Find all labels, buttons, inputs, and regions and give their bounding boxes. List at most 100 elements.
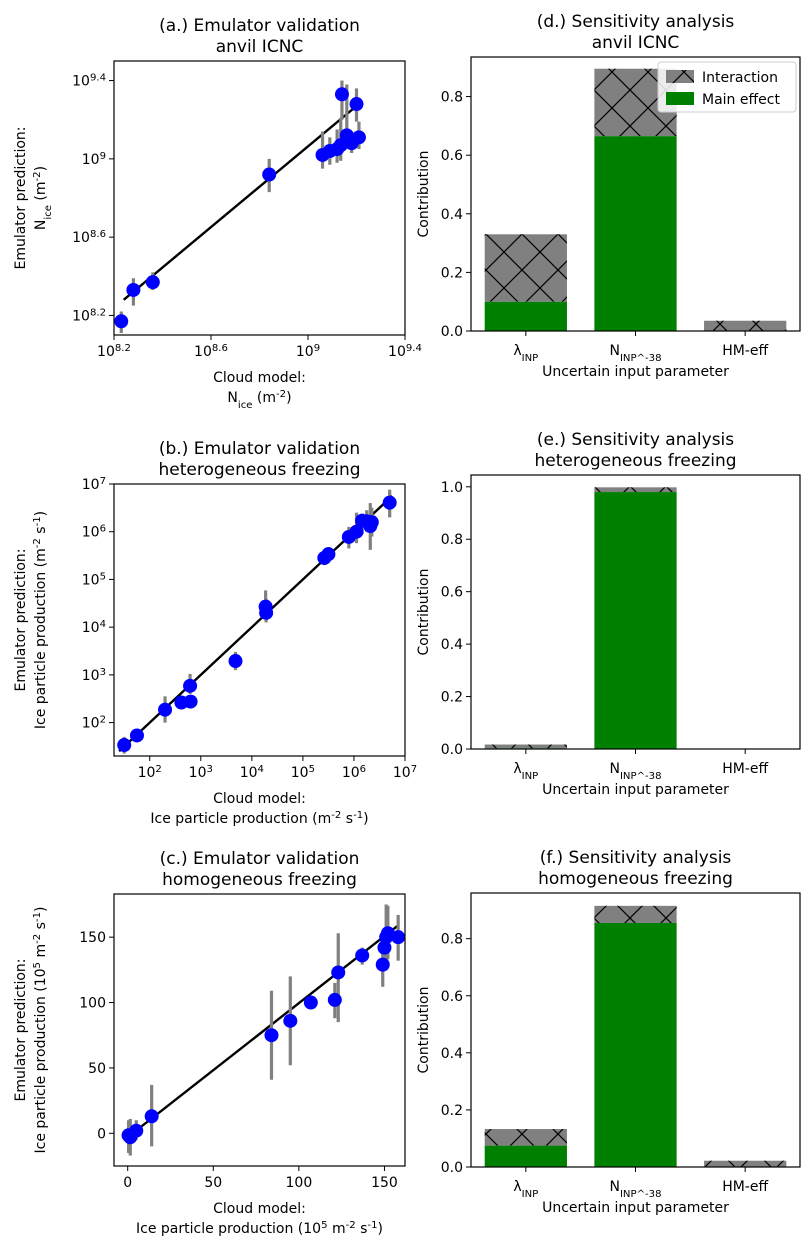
y-tick-label: 0.0	[441, 742, 463, 758]
data-point-10	[321, 547, 336, 562]
bar-interaction-hatch-1	[594, 905, 677, 923]
x-tick-label: 0	[123, 1175, 132, 1191]
x-tick-label: 109.4	[388, 343, 422, 361]
chart-title: (b.) Emulator validation	[159, 439, 360, 459]
fit-line	[122, 105, 358, 301]
y-tick-label: 102	[82, 714, 106, 732]
x-axis-label: Uncertain input parameter	[542, 364, 729, 380]
y-tick-label: 105	[82, 571, 106, 589]
data-point-3	[144, 1109, 159, 1124]
legend-label: Main effect	[702, 92, 780, 108]
data-point-7	[327, 992, 342, 1007]
chart-title: (f.) Sensitivity analysis	[540, 848, 732, 868]
x-tick-label: 105	[291, 764, 315, 782]
x-axis-label: Uncertain input parameter	[542, 782, 729, 798]
bar-main-effect-1	[594, 922, 677, 1167]
data-point-11	[349, 97, 364, 112]
chart-title: anvil ICNC	[592, 33, 680, 53]
data-point-11	[377, 940, 392, 955]
x-tick-label: 103	[189, 764, 213, 782]
data-point-1	[126, 282, 141, 297]
legend: Interaction Main effect	[657, 61, 797, 113]
chart-title: (c.) Emulator validation	[160, 849, 360, 869]
chart-title: heterogeneous freezing	[158, 460, 360, 480]
bar-interaction-hatch-0	[484, 1129, 567, 1146]
y-tick-label: 104	[82, 619, 106, 637]
legend-label: Interaction	[702, 70, 778, 86]
y-tick-label: 150	[79, 930, 106, 946]
bar-main-effect-0	[484, 301, 567, 331]
y-tick-label: 0.4	[441, 637, 463, 653]
bar-interaction-hatch-0	[484, 744, 567, 749]
axes-frame	[113, 483, 406, 757]
bar-interaction-hatch-1	[594, 487, 677, 493]
x-tick-label: 100	[286, 1175, 313, 1191]
x-tick-label: 109	[296, 343, 320, 361]
chart-title: homogeneous freezing	[162, 870, 357, 890]
x-tick-label: 104	[240, 764, 264, 782]
x-axis-label: Cloud model:	[213, 1201, 306, 1217]
y-axis-label: Emulator prediction:	[13, 126, 29, 269]
y-tick-label: 107	[82, 476, 106, 494]
data-point-9	[355, 948, 370, 963]
y-tick-label: 50	[88, 1061, 106, 1077]
axes-frame	[113, 60, 406, 336]
axes-frame	[470, 474, 801, 750]
y-tick-label: 0.2	[441, 1103, 463, 1119]
x-axis-label: Cloud model:	[213, 791, 306, 807]
x-axis-label: Uncertain input parameter	[542, 1200, 729, 1216]
x-tick-label: 106	[342, 764, 366, 782]
category-label: HM-eff	[722, 343, 768, 359]
x-tick-label: 108.2	[97, 343, 131, 361]
chart-title: heterogeneous freezing	[534, 451, 736, 471]
data-point-8	[334, 87, 349, 102]
y-tick-label: 0.0	[441, 324, 463, 340]
y-axis-label: Contribution	[416, 569, 432, 656]
data-point-6	[228, 654, 243, 669]
x-tick-label: 150	[371, 1175, 398, 1191]
y-axis-label: Emulator prediction:	[13, 958, 29, 1101]
category-label: λINP	[513, 761, 538, 782]
y-tick-label: 0.6	[441, 989, 463, 1005]
chart-title: (d.) Sensitivity analysis	[537, 12, 735, 32]
data-point-6	[303, 995, 318, 1010]
y-tick-label: 0.8	[441, 90, 463, 106]
x-axis-label: Ice particle production (105 m-2 s-1)	[136, 1220, 383, 1238]
x-tick-label: 107	[393, 764, 417, 782]
x-tick-label: 102	[138, 764, 162, 782]
category-label: HM-eff	[722, 761, 768, 777]
data-point-8	[331, 965, 346, 980]
y-axis-label: Contribution	[416, 151, 432, 238]
data-point-2	[158, 702, 173, 717]
y-axis-label: Ice particle production (m-2 s-1)	[32, 511, 50, 729]
y-tick-label: 108.6	[72, 229, 106, 247]
chart-title: anvil ICNC	[216, 37, 304, 57]
y-tick-label: 0.0	[441, 1160, 463, 1176]
bar-interaction-hatch-2	[704, 320, 787, 331]
axes-frame	[113, 893, 406, 1167]
bar-main-effect-0	[484, 1145, 567, 1167]
chart-title: homogeneous freezing	[538, 869, 733, 889]
data-point-2	[145, 275, 160, 290]
x-tick-label: 50	[204, 1175, 222, 1191]
x-tick-label: 108.6	[194, 343, 228, 361]
bar-interaction-hatch-2	[704, 1160, 787, 1167]
y-axis-label: Emulator prediction:	[13, 548, 29, 691]
data-point-2	[129, 1123, 144, 1138]
category-label: λINP	[513, 1179, 538, 1200]
y-tick-label: 0.6	[441, 585, 463, 601]
category-label: NINP^-38	[609, 343, 661, 364]
legend-swatch	[666, 92, 694, 105]
x-axis-label: Cloud model:	[213, 370, 306, 386]
y-tick-label: 109	[82, 150, 106, 168]
data-point-14	[391, 930, 406, 945]
data-point-12	[351, 130, 366, 145]
y-tick-label: 0.4	[441, 207, 463, 223]
data-point-5	[183, 694, 198, 709]
chart-title: (e.) Sensitivity analysis	[537, 430, 734, 450]
y-axis-label: Nice (m-2)	[32, 166, 54, 230]
